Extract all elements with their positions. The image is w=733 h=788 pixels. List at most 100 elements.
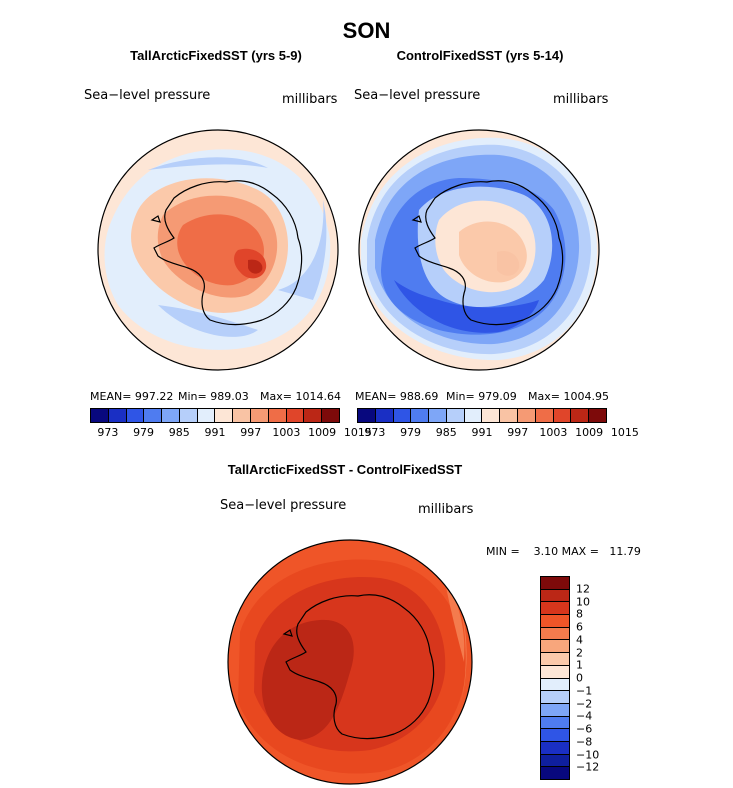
colorbar-swatch bbox=[215, 409, 234, 422]
colorbar-tick-label: −1 bbox=[576, 684, 593, 698]
colorbar-swatch bbox=[411, 409, 430, 422]
colorbar-swatch bbox=[541, 741, 569, 755]
colorbar-tick-label: 12 bbox=[576, 582, 590, 596]
colorbar-swatch bbox=[553, 409, 572, 422]
colorbar-swatch bbox=[541, 691, 569, 704]
colorbar-swatch bbox=[446, 409, 465, 422]
panel-2-max: Max= 1004.95 bbox=[528, 390, 609, 403]
colorbar-tick-label: 1 bbox=[576, 658, 583, 672]
colorbar-tick-label: 973 bbox=[364, 426, 386, 439]
colorbar-swatch bbox=[108, 409, 127, 422]
colorbar-swatch bbox=[535, 409, 554, 422]
colorbar-swatch bbox=[541, 577, 569, 590]
colorbar-tick-label: 8 bbox=[576, 607, 583, 621]
panel-1-max: Max= 1014.64 bbox=[260, 390, 341, 403]
colorbar-tick-label: 979 bbox=[133, 426, 155, 439]
panel-1-map bbox=[97, 129, 339, 371]
colorbar-tick-label: 10 bbox=[576, 595, 590, 608]
diff-min-max: MIN = 3.10 MAX = 11.79 bbox=[486, 545, 641, 558]
panel-2-mean: MEAN= 988.69 bbox=[355, 390, 439, 403]
colorbar-swatches bbox=[90, 408, 340, 423]
colorbar-swatch bbox=[144, 409, 163, 422]
colorbar-swatch bbox=[541, 627, 569, 641]
colorbar-tick-label: 991 bbox=[471, 426, 493, 439]
colorbar-swatch bbox=[541, 653, 569, 666]
colorbar-tick-label: −2 bbox=[576, 697, 593, 710]
colorbar-tick-label: 997 bbox=[240, 426, 262, 439]
colorbar-swatch bbox=[322, 409, 339, 422]
colorbar-tick-label: 1015 bbox=[343, 426, 372, 439]
colorbar-tick-label: 979 bbox=[400, 426, 422, 439]
panel-2-field-label: Sea−level pressure bbox=[354, 88, 481, 103]
colorbar-tick-label: 6 bbox=[576, 620, 583, 634]
diff-units: millibars bbox=[418, 502, 474, 517]
panel-1-field-label: Sea−level pressure bbox=[84, 88, 211, 103]
panel-2-colorbar: 973 979 985 991 997 1003 1009 1015 bbox=[357, 408, 639, 440]
colorbar-swatch bbox=[286, 409, 305, 422]
colorbar-tick-label: 997 bbox=[507, 426, 529, 439]
colorbar-tick-label: 973 bbox=[97, 426, 119, 439]
figure-title: SON bbox=[342, 18, 391, 43]
colorbar-swatch bbox=[541, 678, 569, 692]
colorbar-tick-label: −10 bbox=[576, 748, 600, 761]
colorbar-tick-label: −4 bbox=[576, 709, 593, 723]
colorbar-swatch bbox=[197, 409, 216, 422]
colorbar-swatch bbox=[304, 409, 323, 422]
colorbar-swatch bbox=[126, 409, 145, 422]
colorbar-swatch bbox=[464, 409, 483, 422]
colorbar-tick-label: 1003 bbox=[272, 426, 301, 439]
colorbar-swatch bbox=[541, 589, 569, 603]
colorbar-swatch bbox=[162, 409, 180, 422]
colorbar-swatch bbox=[393, 409, 412, 422]
panel-1-title: TallArcticFixedSST (yrs 5-9) bbox=[130, 48, 302, 63]
panel-1-min: Min= 989.03 bbox=[178, 390, 249, 403]
colorbar-ticks: 973 979 985 991 997 1003 1009 1015 bbox=[90, 426, 372, 440]
colorbar-swatch bbox=[541, 602, 569, 616]
diff-colorbar-ticks: 12 10 8 6 4 2 1 0 −1 −2 −4 −6 −8 −10 −12 bbox=[576, 576, 606, 780]
colorbar-swatch bbox=[375, 409, 394, 422]
panel-1-mean: MEAN= 997.22 bbox=[90, 390, 174, 403]
panel-2-map bbox=[358, 129, 600, 371]
colorbar-swatch bbox=[589, 409, 606, 422]
panel-2-units: millibars bbox=[553, 92, 609, 107]
colorbar-swatch bbox=[541, 754, 569, 768]
panel-2-title: ControlFixedSST (yrs 5-14) bbox=[396, 48, 564, 63]
colorbar-swatch bbox=[251, 409, 269, 422]
colorbar-swatch bbox=[358, 409, 376, 422]
colorbar-swatches bbox=[357, 408, 607, 423]
diff-colorbar: 12 10 8 6 4 2 1 0 −1 −2 −4 −6 −8 −10 −12 bbox=[540, 576, 600, 780]
colorbar-swatch bbox=[482, 409, 501, 422]
colorbar-swatch bbox=[541, 640, 569, 654]
colorbar-tick-label: 1003 bbox=[539, 426, 568, 439]
colorbar-swatch bbox=[268, 409, 287, 422]
colorbar-tick-label: 985 bbox=[435, 426, 457, 439]
panel-1-units: millibars bbox=[282, 92, 338, 107]
colorbar-swatch bbox=[500, 409, 519, 422]
panel-1-colorbar: 973 979 985 991 997 1003 1009 1015 bbox=[90, 408, 372, 440]
colorbar-swatch bbox=[429, 409, 447, 422]
colorbar-tick-label: 1015 bbox=[610, 426, 639, 439]
colorbar-swatch bbox=[233, 409, 252, 422]
diff-map bbox=[227, 539, 473, 785]
colorbar-tick-label: 4 bbox=[576, 633, 583, 647]
colorbar-tick-label: −6 bbox=[576, 722, 593, 736]
colorbar-ticks: 973 979 985 991 997 1003 1009 1015 bbox=[357, 426, 639, 440]
colorbar-swatch bbox=[518, 409, 536, 422]
colorbar-swatch bbox=[541, 665, 569, 679]
diff-field-label: Sea−level pressure bbox=[220, 498, 347, 513]
colorbar-swatch bbox=[571, 409, 590, 422]
colorbar-swatch bbox=[541, 703, 569, 717]
colorbar-swatch bbox=[179, 409, 198, 422]
colorbar-tick-label: 1009 bbox=[308, 426, 337, 439]
colorbar-tick-label: 2 bbox=[576, 646, 583, 659]
colorbar-swatch bbox=[91, 409, 109, 422]
colorbar-tick-label: −12 bbox=[576, 760, 600, 774]
panel-2-min: Min= 979.09 bbox=[446, 390, 517, 403]
colorbar-swatch bbox=[541, 729, 569, 742]
colorbar-tick-label: 985 bbox=[168, 426, 190, 439]
colorbar-swatch bbox=[541, 767, 569, 779]
colorbar-tick-label: 991 bbox=[204, 426, 226, 439]
diff-panel-title: TallArcticFixedSST - ControlFixedSST bbox=[227, 462, 463, 477]
colorbar-tick-label: 0 bbox=[576, 671, 583, 685]
colorbar-tick-label: −8 bbox=[576, 735, 593, 749]
